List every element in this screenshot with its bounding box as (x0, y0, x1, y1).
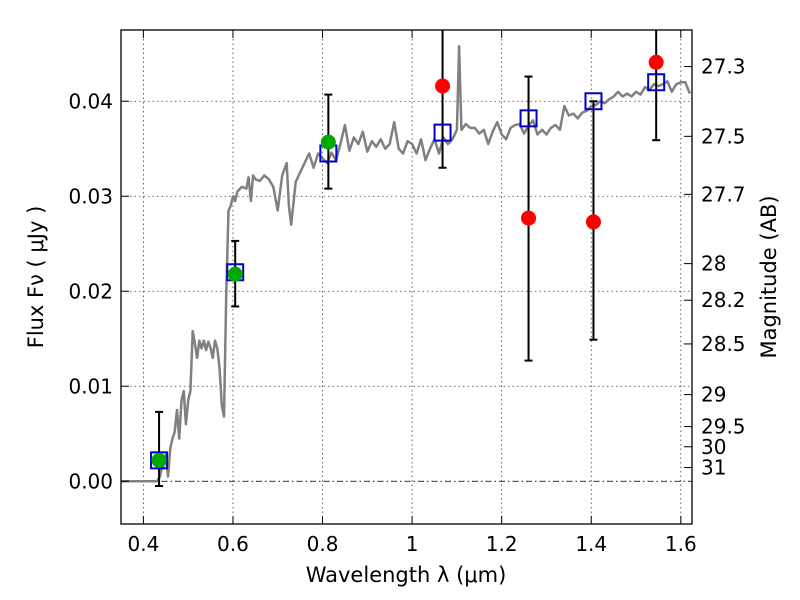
y-tick-label: 0.01 (68, 374, 113, 398)
model-photometry-square (433, 123, 452, 142)
spectrum-line (121, 44, 691, 483)
y-tick-label: 0.03 (68, 184, 113, 208)
non-detection-point (435, 78, 451, 94)
non-detection-point (648, 54, 664, 70)
y-tick-label: 0.02 (68, 279, 113, 303)
right-tick-label: 29.5 (701, 415, 746, 439)
x-tick-label: 1.2 (486, 532, 518, 556)
x-tick-label: 1 (406, 532, 419, 556)
grid-lines (121, 30, 692, 524)
right-tick-label: 27.3 (701, 55, 746, 79)
x-tick-label: 0.6 (217, 532, 249, 556)
x-axis-label: Wavelength λ (μm) (306, 563, 507, 587)
plot-clip-group (121, 30, 691, 487)
plot-frame (120, 29, 693, 525)
right-tick-label: 28 (701, 252, 726, 276)
right-tick-label: 30 (701, 435, 726, 459)
model-photometry-square (150, 451, 169, 470)
detection-point (151, 452, 167, 468)
y-right-axis-label: Magnitude (AB) (757, 195, 781, 358)
right-tick-label: 28.5 (701, 332, 746, 356)
x-tick-label: 0.4 (127, 532, 159, 556)
axis-ticks: 0.4 0.6 0.8 1 1.2 1.4 1.6 0.00 0.01 0.02 0.03 0.04 2… (68, 30, 746, 556)
right-tick-label: 29 (701, 383, 726, 407)
y-tick-label: 0.00 (68, 469, 113, 493)
detection-point (227, 266, 243, 282)
x-tick-label: 0.8 (307, 532, 339, 556)
model-photometry-square (519, 109, 538, 128)
right-tick-label: 31 (701, 456, 726, 480)
model-photometry-square (647, 73, 666, 92)
model-photometry-square (584, 92, 603, 111)
y-axis-label: Flux Fν ( μJy ) (24, 206, 48, 349)
y-tick-label: 0.04 (68, 89, 113, 113)
right-tick-label: 27.7 (701, 182, 746, 206)
detection-point (320, 134, 336, 150)
x-tick-label: 1.4 (575, 532, 607, 556)
right-tick-label: 27.5 (701, 124, 746, 148)
non-detection-point (585, 214, 601, 230)
right-tick-label: 28.2 (701, 288, 746, 312)
plot-area (121, 30, 691, 487)
non-detection-point (521, 210, 537, 226)
x-tick-label: 1.6 (665, 532, 697, 556)
